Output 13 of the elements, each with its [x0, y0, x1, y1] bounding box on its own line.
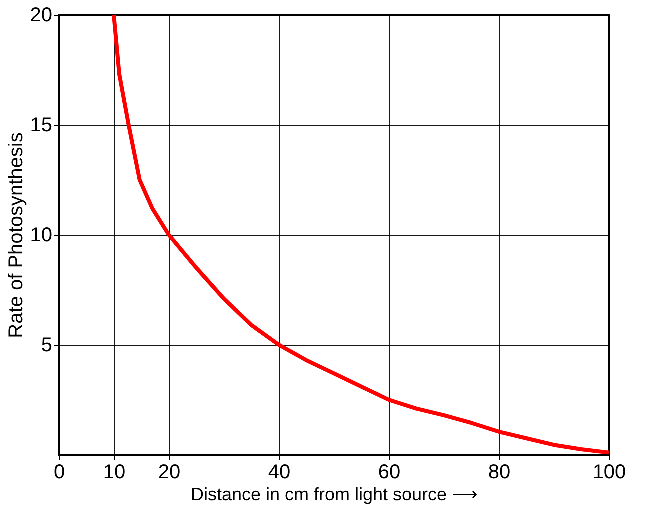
x-tick-label: 40 — [268, 462, 291, 484]
y-tick-label: 10 — [30, 224, 52, 246]
x-tick-label: 0 — [54, 462, 66, 484]
y-axis-title: Rate of Photosynthesis — [5, 132, 28, 338]
y-tick-label: 15 — [30, 114, 52, 136]
x-tick-label: 60 — [378, 462, 401, 484]
x-axis-title: Distance in cm from light source ⟶ — [190, 484, 478, 504]
y-tick-label: 5 — [41, 334, 52, 356]
x-tick-label: 100 — [592, 462, 626, 484]
x-tick-label: 20 — [158, 462, 181, 484]
x-tick-label: 80 — [488, 462, 511, 484]
x-tick-label: 10 — [103, 462, 126, 484]
y-tick-label: 20 — [30, 4, 52, 26]
